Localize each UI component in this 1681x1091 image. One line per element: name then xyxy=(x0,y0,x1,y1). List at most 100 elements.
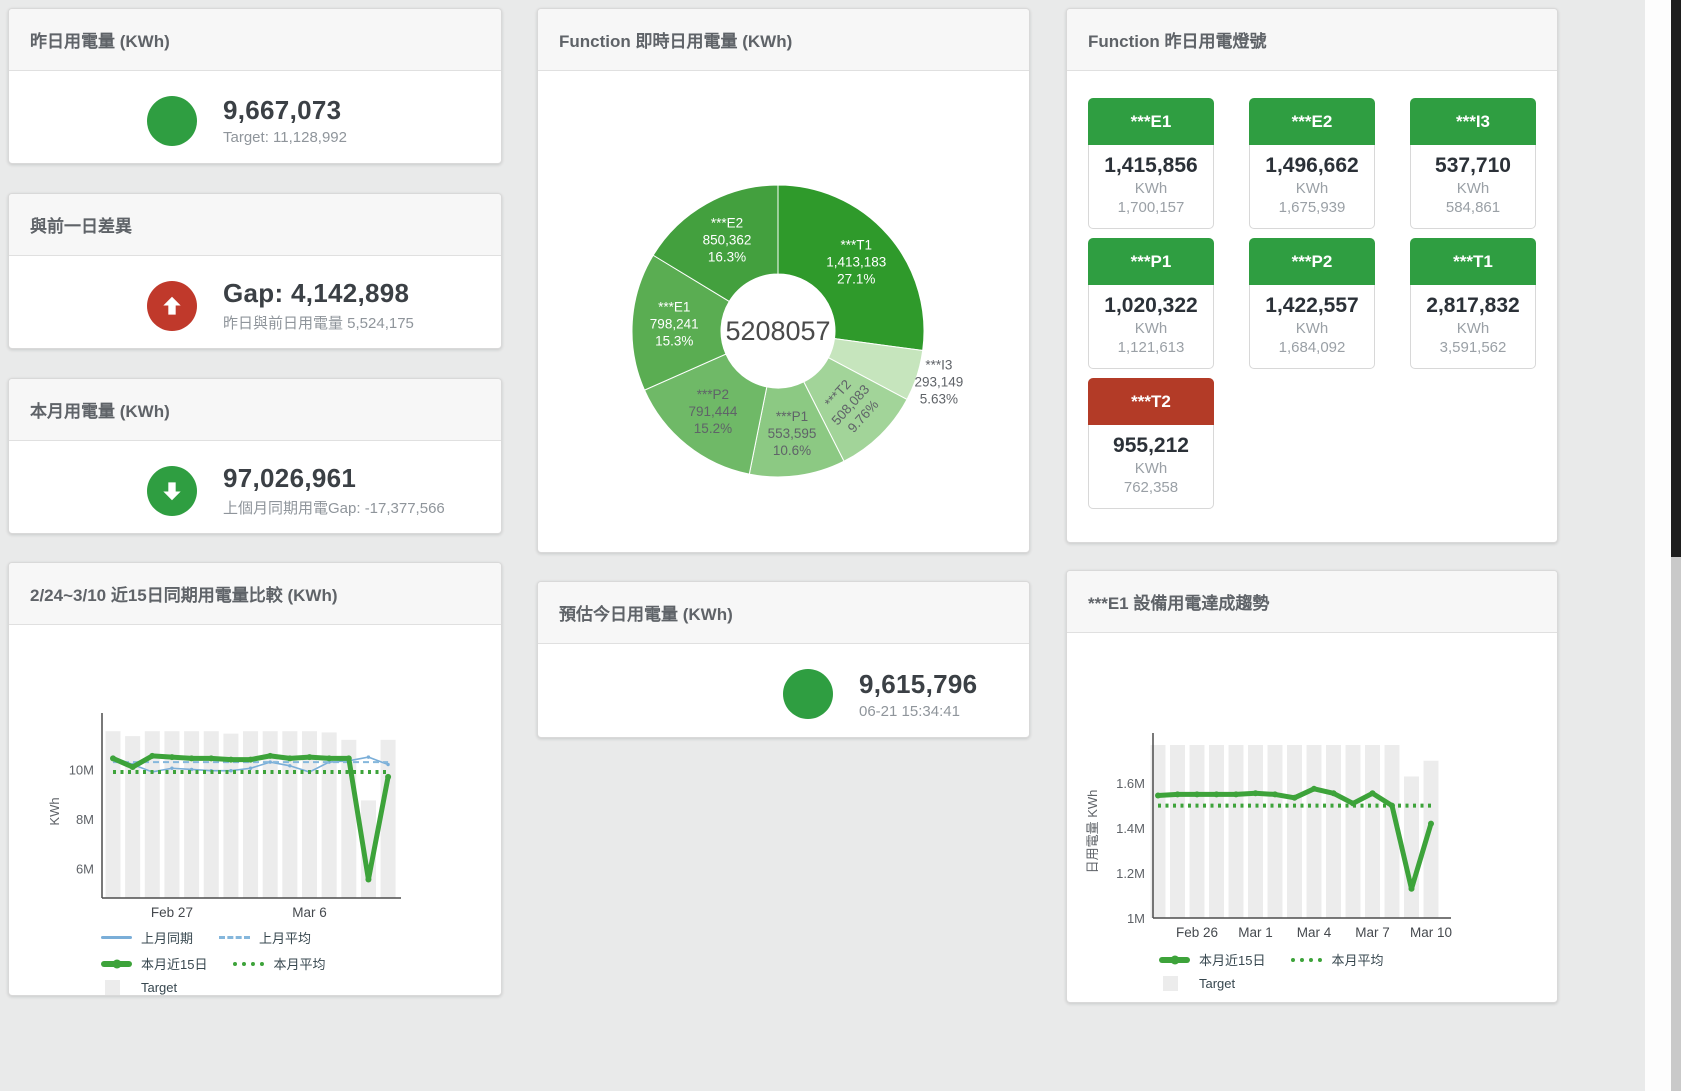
target-bar xyxy=(125,736,141,898)
svg-text:Mar 7: Mar 7 xyxy=(1355,925,1390,940)
left-column: 昨日用電量 (KWh) 9,667,073 Target: 11,128,992… xyxy=(8,8,502,996)
svg-text:Mar 10: Mar 10 xyxy=(1410,925,1452,940)
svg-text:Mar 6: Mar 6 xyxy=(292,905,327,920)
legend-target-swatch xyxy=(1163,976,1178,991)
card-title: ***E1 設備用電達成趨勢 xyxy=(1088,594,1270,613)
card-title: Function 即時日用電量 (KWh) xyxy=(559,32,793,51)
target-bar xyxy=(1248,745,1263,918)
tile-target: 1,684,092 xyxy=(1278,339,1346,356)
target-bar xyxy=(144,731,160,898)
tile-body: 955,212 KWh 762,358 xyxy=(1088,425,1214,509)
svg-text:Feb 26: Feb 26 xyxy=(1176,925,1218,940)
stat-text: Gap: 4,142,898 昨日與前日用電量 5,524,175 xyxy=(223,278,414,333)
light-tile[interactable]: ***I3 537,710 KWh 584,861 xyxy=(1410,98,1536,229)
card-header: 與前一日差異 xyxy=(9,194,501,256)
tile-unit: KWh xyxy=(1295,180,1329,197)
target-bar xyxy=(1306,745,1322,918)
tile-target: 762,358 xyxy=(1123,479,1179,496)
card-compare-chart: 2/24~3/10 近15日同期用電量比較 (KWh) 6M 8M 10M Feb 2… xyxy=(8,562,502,996)
tile-body: 1,496,662 KWh 1,675,939 xyxy=(1249,145,1375,229)
target-bar xyxy=(1404,776,1419,918)
light-tile[interactable]: ***P2 1,422,557 KWh 1,684,092 xyxy=(1249,238,1375,369)
donut-slice-label: ***P2 791,444 15.2% xyxy=(689,387,738,436)
target-bar xyxy=(1423,760,1439,918)
page-edge-strip xyxy=(1645,0,1671,1091)
tile-value: 1,020,322 xyxy=(1104,294,1198,317)
tile-status-header: ***E2 xyxy=(1249,98,1375,145)
compare-chart-legend: 上月同期 上月平均本月近15日 本月平均 Target xyxy=(9,928,501,995)
target-bar xyxy=(223,733,239,898)
legend-label: Target xyxy=(1199,976,1236,991)
legend-item[interactable]: 上月同期 xyxy=(101,928,193,947)
light-tile[interactable]: ***E2 1,496,662 KWh 1,675,939 xyxy=(1249,98,1375,229)
donut-slice-label: ***T1 1,413,183 27.1% xyxy=(826,238,886,287)
legend-item[interactable]: 本月平均 xyxy=(1291,950,1383,969)
legend-item[interactable]: Target xyxy=(1159,976,1235,991)
light-tile[interactable]: ***E1 1,415,856 KWh 1,700,157 xyxy=(1088,98,1214,229)
legend-item[interactable]: 本月近15日 xyxy=(1159,950,1265,969)
month-usage-gap: 上個月同期用電Gap: -17,377,566 xyxy=(223,500,445,517)
target-bar xyxy=(1189,745,1205,918)
card-header: 本月用電量 (KWh) xyxy=(9,379,501,441)
month-usage-value: 97,026,961 xyxy=(223,463,357,493)
target-bar xyxy=(1209,745,1224,918)
light-tile[interactable]: ***T1 2,817,832 KWh 3,591,562 xyxy=(1410,238,1536,369)
svg-text:Feb 27: Feb 27 xyxy=(151,905,193,920)
donut-slice-label: ***E1 798,241 15.3% xyxy=(650,299,699,348)
legend-item[interactable]: 本月平均 xyxy=(233,954,325,973)
scrollbar-thumb[interactable] xyxy=(1671,0,1681,557)
legend-label: 本月近15日 xyxy=(1199,953,1266,968)
legend-item[interactable]: Target xyxy=(101,980,177,995)
stat-text: 97,026,961 上個月同期用電Gap: -17,377,566 xyxy=(223,463,445,518)
tile-status-header: ***T1 xyxy=(1410,238,1536,285)
donut-slice-P2[interactable] xyxy=(643,353,768,475)
tile-unit: KWh xyxy=(1134,180,1168,197)
arrow-down-icon xyxy=(147,465,197,516)
green-status-circle-icon xyxy=(783,669,833,719)
svg-text:1.4M: 1.4M xyxy=(1116,821,1145,836)
tile-target: 1,675,939 xyxy=(1278,199,1346,216)
donut-slice-label: ***I3 293,149 5.63% xyxy=(914,358,963,407)
legend-target-swatch xyxy=(105,980,120,995)
legend-label: 本月平均 xyxy=(273,957,326,972)
svg-text:6M: 6M xyxy=(76,861,94,876)
tile-status-header: ***T2 xyxy=(1088,378,1214,425)
card-title: 與前一日差異 xyxy=(30,217,132,236)
tile-target: 3,591,562 xyxy=(1439,339,1507,356)
tile-value: 1,415,856 xyxy=(1104,154,1198,177)
tile-body: 1,020,322 KWh 1,121,613 xyxy=(1088,285,1214,369)
card-lights: Function 昨日用電燈號 ***E1 1,415,856 KWh 1,700,1… xyxy=(1066,8,1558,543)
tile-status-header: ***P2 xyxy=(1249,238,1375,285)
legend-label: 本月平均 xyxy=(1331,953,1384,968)
donut-slice-E1[interactable] xyxy=(631,254,730,391)
light-tile[interactable]: ***P1 1,020,322 KWh 1,121,613 xyxy=(1088,238,1214,369)
donut-slice-T1[interactable] xyxy=(777,184,925,352)
donut-slice-label: ***E2 850,362 16.3% xyxy=(703,215,752,264)
legend-item[interactable]: 本月近15日 xyxy=(101,954,207,973)
target-bar xyxy=(1384,745,1400,918)
legend-thick-swatch xyxy=(1159,956,1190,963)
light-tile[interactable]: ***T2 955,212 KWh 762,358 xyxy=(1088,378,1214,509)
legend-label: 上月同期 xyxy=(141,931,194,946)
svg-text:10M: 10M xyxy=(69,762,94,777)
stat-text: 9,615,796 06-21 15:34:41 xyxy=(859,669,977,720)
svg-text:1.6M: 1.6M xyxy=(1116,776,1145,791)
legend-label: 上月平均 xyxy=(259,931,312,946)
estimate-value: 9,615,796 xyxy=(859,668,978,699)
tile-body: 1,415,856 KWh 1,700,157 xyxy=(1088,145,1214,229)
target-bar xyxy=(1228,745,1244,918)
legend-item[interactable]: 上月平均 xyxy=(219,928,311,947)
donut-slice-label: ***P1 553,595 10.6% xyxy=(768,409,817,458)
yesterday-usage-value: 9,667,073 xyxy=(223,95,342,125)
estimate-timestamp: 06-21 15:34:41 xyxy=(859,702,960,720)
target-bar xyxy=(1170,745,1185,918)
card-body: 97,026,961 上個月同期用電Gap: -17,377,566 xyxy=(9,441,501,533)
target-bar xyxy=(380,739,396,898)
card-estimate-today: 預估今日用電量 (KWh) 9,615,796 06-21 15:34:41 xyxy=(537,581,1030,738)
donut-slice-E2[interactable] xyxy=(652,184,779,303)
card-body: 9,615,796 06-21 15:34:41 xyxy=(538,644,1029,737)
scrollbar[interactable] xyxy=(1671,0,1681,1091)
day-gap-subtitle: 昨日與前日用電量 5,524,175 xyxy=(223,315,414,332)
target-bar xyxy=(360,800,376,898)
